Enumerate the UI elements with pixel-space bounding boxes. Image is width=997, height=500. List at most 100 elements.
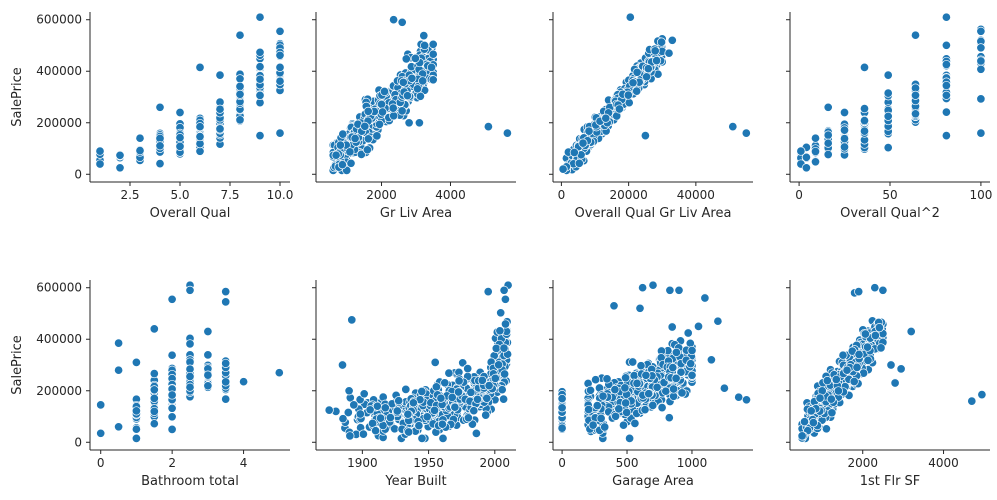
x-tick-label: 100 [969, 188, 992, 202]
scatter-point [977, 44, 985, 52]
scatter-points [798, 284, 986, 443]
scatter-point [236, 90, 244, 98]
scatter-point [585, 127, 593, 135]
scatter-point [907, 327, 915, 335]
scatter-point [824, 103, 832, 111]
scatter-point [381, 404, 389, 412]
scatter-point [256, 13, 264, 21]
scatter-point [361, 122, 369, 130]
scatter-point [579, 139, 587, 147]
scatter-point [823, 376, 831, 384]
scatter-point [496, 327, 504, 335]
x-axis-label: Bathroom total [141, 474, 239, 489]
x-tick-label: 0 [558, 188, 566, 202]
scatter-point [942, 60, 950, 68]
scatter-point [136, 146, 144, 154]
scatter-point [114, 423, 122, 431]
scatter-point [584, 405, 592, 413]
scatter-point [473, 395, 481, 403]
scatter-point [597, 414, 605, 422]
scatter-point [684, 329, 692, 337]
scatter-point [222, 359, 230, 367]
scatter-point [484, 122, 492, 130]
scatter-point [621, 384, 629, 392]
x-tick-label: 0 [558, 456, 566, 470]
scatter-point [156, 159, 164, 167]
x-tick-label: 7.5 [220, 188, 239, 202]
y-tick-label: 400000 [36, 64, 82, 78]
scatter-points [97, 281, 284, 443]
scatter-point [827, 395, 835, 403]
scatter-point [672, 374, 680, 382]
scatter-matrix-figure: 02000004000006000002.5 5.0 7.5 10.0Overall … [0, 0, 997, 500]
scatter-point [351, 134, 359, 142]
scatter-point [494, 361, 502, 369]
scatter-point [150, 407, 158, 415]
scatter-point [602, 114, 610, 122]
scatter-point [500, 370, 508, 378]
scatter-point [350, 401, 358, 409]
scatter-point [116, 164, 124, 172]
scatter-point [599, 392, 607, 400]
scatter-point [701, 294, 709, 302]
subplot-8: 2000 4000 1st Flr SF [786, 280, 990, 489]
scatter-point [855, 350, 863, 358]
scatter-point [176, 133, 184, 141]
scatter-point [631, 419, 639, 427]
scatter-point [942, 131, 950, 139]
scatter-point [150, 394, 158, 402]
scatter-point [438, 420, 446, 428]
scatter-point [97, 401, 105, 409]
subplot-3: 0 20000 40000Overall Qual Gr Liv Area [549, 12, 753, 221]
scatter-point [402, 55, 410, 63]
scatter-point [404, 410, 412, 418]
scatter-point [472, 429, 480, 437]
scatter-point [168, 413, 176, 421]
scatter-point [729, 122, 737, 130]
scatter-point [603, 375, 611, 383]
scatter-point [168, 404, 176, 412]
scatter-point [132, 425, 140, 433]
scatter-point [840, 143, 848, 151]
scatter-point [114, 366, 122, 374]
scatter-point [346, 148, 354, 156]
scatter-points [329, 16, 512, 175]
scatter-point [168, 391, 176, 399]
scatter-point [559, 165, 567, 173]
scatter-point [850, 377, 858, 385]
x-tick-label: 1900 [347, 456, 378, 470]
scatter-point [615, 105, 623, 113]
scatter-point [346, 432, 354, 440]
scatter-point [364, 135, 372, 143]
scatter-point [860, 104, 868, 112]
scatter-point [239, 378, 247, 386]
scatter-point [136, 134, 144, 142]
scatter-point [338, 161, 346, 169]
scatter-point [942, 81, 950, 89]
x-tick-label: 1000 [677, 456, 708, 470]
scatter-point [96, 160, 104, 168]
scatter-points [558, 281, 751, 443]
scatter-point [416, 92, 424, 100]
scatter-point [427, 63, 435, 71]
scatter-point [884, 143, 892, 151]
scatter-point [586, 386, 594, 394]
scatter-point [431, 358, 439, 366]
scatter-point [630, 371, 638, 379]
scatter-points [797, 13, 985, 172]
scatter-point [828, 409, 836, 417]
scatter-point [855, 287, 863, 295]
scatter-point [860, 127, 868, 135]
scatter-point [408, 74, 416, 82]
scatter-point [668, 36, 676, 44]
scatter-point [150, 369, 158, 377]
scatter-point [687, 360, 695, 368]
scatter-point [575, 159, 583, 167]
scatter-point [797, 147, 805, 155]
scatter-point [622, 399, 630, 407]
scatter-point [593, 401, 601, 409]
scatter-point [621, 374, 629, 382]
scatter-point [675, 286, 683, 294]
scatter-point [338, 361, 346, 369]
scatter-point [911, 110, 919, 118]
